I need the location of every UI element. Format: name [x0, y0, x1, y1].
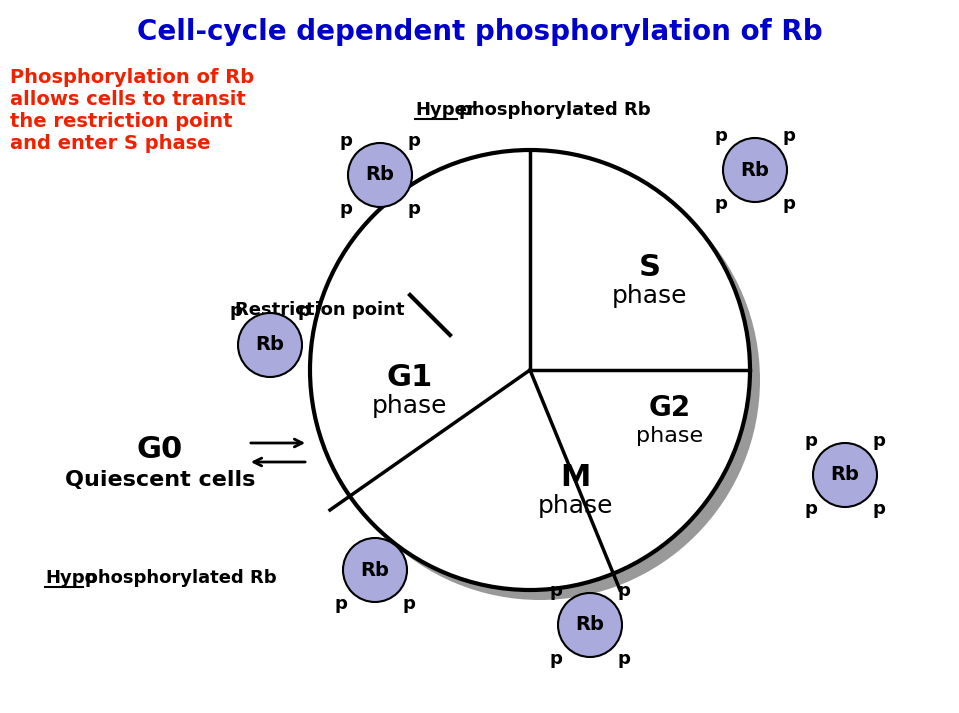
Text: Rb: Rb	[361, 560, 389, 580]
Text: p: p	[408, 132, 421, 150]
Text: p: p	[408, 200, 421, 218]
Text: G0: G0	[137, 436, 183, 464]
Text: p: p	[805, 501, 817, 518]
Text: p: p	[783, 195, 796, 213]
Text: p: p	[339, 200, 352, 218]
Text: p: p	[783, 127, 796, 145]
Text: Hyper: Hyper	[415, 101, 476, 119]
Text: p: p	[229, 302, 242, 319]
Text: p: p	[335, 595, 347, 613]
Text: Rb: Rb	[365, 165, 394, 185]
Text: p: p	[403, 595, 416, 613]
Circle shape	[238, 313, 302, 377]
Circle shape	[723, 138, 787, 202]
Text: p: p	[618, 650, 631, 668]
Circle shape	[813, 443, 877, 507]
Text: Phosphorylation of Rb: Phosphorylation of Rb	[10, 68, 254, 87]
Text: p: p	[339, 132, 352, 150]
Text: Restriction point: Restriction point	[235, 301, 405, 319]
Text: p: p	[805, 431, 817, 450]
Text: Quiescent cells: Quiescent cells	[65, 470, 255, 490]
Text: p: p	[550, 582, 562, 600]
Text: p: p	[618, 582, 631, 600]
Text: p: p	[873, 431, 886, 450]
Text: Rb: Rb	[255, 336, 285, 354]
Text: p: p	[873, 501, 886, 518]
Text: S: S	[639, 254, 661, 282]
Text: G1: G1	[386, 364, 433, 392]
Text: p: p	[550, 650, 562, 668]
Circle shape	[348, 143, 412, 207]
Circle shape	[320, 160, 760, 600]
Text: phase: phase	[612, 284, 688, 308]
Text: allows cells to transit: allows cells to transit	[10, 90, 246, 109]
Circle shape	[343, 538, 407, 602]
Text: phosphorylated Rb: phosphorylated Rb	[85, 569, 276, 587]
Text: Cell-cycle dependent phosphorylation of Rb: Cell-cycle dependent phosphorylation of …	[137, 18, 822, 46]
Text: p: p	[298, 302, 311, 319]
Text: G2: G2	[649, 394, 691, 422]
Text: phase: phase	[637, 426, 704, 446]
Text: p: p	[714, 195, 727, 213]
Text: p: p	[714, 127, 727, 145]
Text: Rb: Rb	[830, 466, 859, 485]
Circle shape	[558, 593, 622, 657]
Text: and enter S phase: and enter S phase	[10, 134, 210, 153]
Text: the restriction point: the restriction point	[10, 112, 232, 131]
Circle shape	[310, 150, 750, 590]
Text: M: M	[560, 463, 590, 493]
Text: Hypo: Hypo	[45, 569, 97, 587]
Text: Rb: Rb	[575, 615, 604, 635]
Text: phase: phase	[372, 394, 448, 418]
Text: phosphorylated Rb: phosphorylated Rb	[459, 101, 650, 119]
Text: phase: phase	[537, 494, 613, 518]
Text: Rb: Rb	[740, 160, 769, 180]
